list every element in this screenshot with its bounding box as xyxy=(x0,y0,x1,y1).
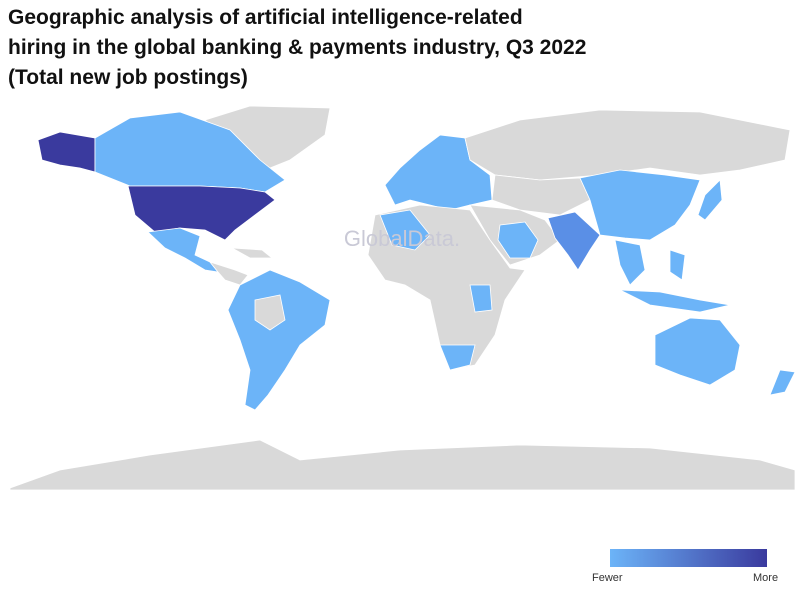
mexico xyxy=(147,227,219,273)
legend-max-label: More xyxy=(753,572,779,584)
caribbean xyxy=(231,247,274,259)
legend-min-label: Fewer xyxy=(592,572,623,584)
title-line: (Total new job postings) xyxy=(8,66,248,89)
south-africa xyxy=(439,344,476,371)
south-america-gray xyxy=(254,294,286,331)
title-line: hiring in the global banking & payments … xyxy=(8,36,587,59)
indonesia xyxy=(619,289,731,313)
saudi-arabia xyxy=(497,221,539,259)
russia xyxy=(464,109,791,181)
africa-east xyxy=(469,284,493,313)
europe xyxy=(384,134,493,211)
legend-gradient xyxy=(610,549,767,567)
japan xyxy=(697,179,723,221)
central-asia xyxy=(491,174,591,216)
alaska xyxy=(37,131,96,173)
south-america xyxy=(227,269,331,411)
central-america xyxy=(208,261,249,286)
canada xyxy=(94,111,286,193)
india xyxy=(547,211,601,271)
southeast-asia xyxy=(614,239,646,286)
title-line: Geographic analysis of artificial intell… xyxy=(8,6,523,29)
watermark: GlobalData. xyxy=(344,226,460,251)
new-zealand xyxy=(769,369,796,396)
antarctica xyxy=(9,439,796,491)
africa-west xyxy=(379,209,431,251)
philippines xyxy=(669,249,686,281)
world-map xyxy=(9,105,796,491)
china xyxy=(579,169,701,241)
australia xyxy=(654,317,741,386)
